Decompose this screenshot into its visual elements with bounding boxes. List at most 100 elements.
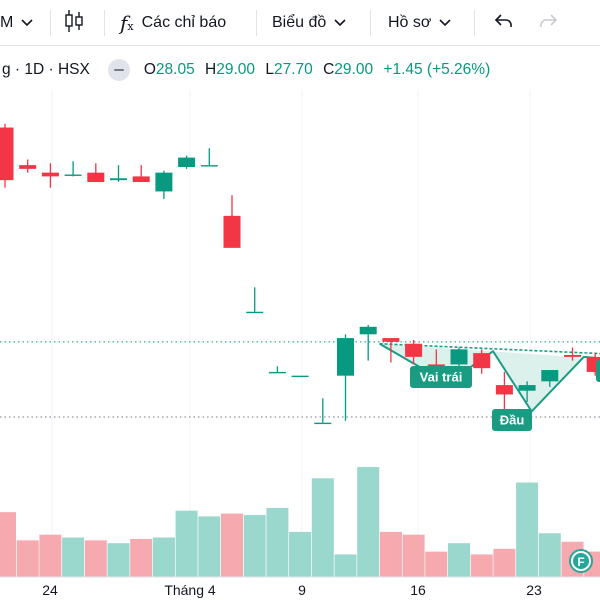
candle-body: [564, 355, 581, 357]
candle-body: [41, 172, 59, 177]
volume-bar: [425, 551, 448, 577]
volume-bar: [538, 533, 561, 577]
x-tick-label: Tháng 4: [164, 582, 216, 598]
candle-body: [223, 215, 241, 248]
candle: [268, 366, 286, 374]
volume-bar: [402, 534, 425, 577]
candle: [200, 148, 218, 167]
volume-bar: [84, 540, 107, 577]
candlesticks: [0, 123, 600, 425]
volume-bar: [379, 531, 402, 577]
candle-body: [0, 127, 14, 181]
candle-body: [473, 353, 491, 369]
candle: [291, 375, 309, 378]
profile-label: Hồ sơ: [388, 14, 432, 31]
indicators-button[interactable]: fx Các chỉ báo: [120, 0, 226, 46]
volume-bar: [107, 543, 130, 577]
redo-button[interactable]: [538, 0, 558, 46]
chevron-down-icon: [21, 14, 33, 32]
candle: [518, 381, 536, 402]
fundamentals-badge[interactable]: F: [569, 549, 593, 573]
left-shoulder-label-text: Vai trái: [420, 370, 463, 385]
indicators-label: Các chỉ báo: [141, 14, 227, 31]
candle-body: [178, 157, 196, 167]
candle: [246, 287, 264, 314]
candle-body: [87, 172, 105, 183]
x-tick-label: 23: [526, 582, 542, 598]
candle: [155, 170, 173, 199]
volume-bar: [62, 537, 85, 577]
left-shoulder-label-box: [410, 366, 472, 388]
low-value: 27.70: [273, 61, 313, 78]
x-axis: 24 Tháng 4 9 16 23: [0, 576, 600, 598]
candle-body: [110, 178, 127, 181]
undo-button[interactable]: [494, 0, 514, 46]
candle-body: [64, 174, 82, 176]
volume-bars: [0, 467, 600, 577]
candle-style-button[interactable]: [64, 0, 84, 46]
profile-dropdown[interactable]: Hồ sơ: [388, 0, 451, 46]
candle: [110, 165, 127, 183]
candle-body: [541, 370, 559, 382]
volume-bar: [0, 512, 16, 577]
open-key: O: [143, 61, 156, 78]
chevron-down-icon: [439, 14, 451, 32]
chevron-down-icon: [334, 14, 346, 32]
candle-body: [518, 385, 536, 391]
open-value: 28.05: [155, 61, 195, 78]
interval-dropdown[interactable]: M: [0, 0, 33, 46]
candle-body: [155, 172, 173, 192]
candle: [87, 163, 105, 183]
candle-body: [291, 375, 309, 378]
function-icon: fx: [120, 11, 134, 35]
volume-bar: [152, 537, 175, 577]
interval-label: M: [0, 14, 14, 31]
candlestick-icon: [64, 8, 84, 39]
volume-bar: [289, 531, 312, 577]
candle: [495, 371, 513, 412]
redo-icon: [538, 13, 558, 34]
candle: [405, 339, 423, 365]
candle: [19, 159, 37, 173]
candle: [541, 370, 559, 387]
volume-bar: [470, 554, 493, 577]
candle: [473, 349, 491, 374]
candle: [223, 195, 241, 248]
symbol-label[interactable]: g · 1D · HSX: [2, 61, 90, 78]
head-label-text: Đầu: [500, 413, 525, 428]
candle: [564, 347, 581, 361]
candle: [178, 155, 196, 169]
candle-body: [200, 165, 218, 167]
candle: [314, 398, 332, 425]
volume-bar: [243, 514, 266, 577]
x-tick-label: 24: [42, 582, 58, 598]
candle: [0, 123, 14, 188]
candle-body: [382, 338, 400, 342]
candle-body: [132, 176, 150, 183]
candle: [132, 165, 150, 183]
volume-bar: [357, 467, 380, 577]
close-key: C: [323, 61, 335, 78]
high-value: 29.00: [216, 61, 256, 78]
ohlc-values: O28.05 H29.00 L27.70 C29.00 +1.45 (+5.26…: [144, 61, 490, 79]
candle-body: [314, 422, 332, 425]
candle-body: [450, 349, 468, 365]
chart-grid: [0, 90, 600, 575]
hide-icon[interactable]: [107, 59, 130, 81]
x-tick-label: 16: [410, 582, 426, 598]
high-key: H: [205, 61, 217, 78]
volume-bar: [130, 538, 153, 577]
candle-body: [268, 371, 286, 374]
volume-bar: [39, 534, 62, 577]
chart-type-dropdown[interactable]: Biểu đồ: [272, 0, 346, 46]
x-tick-label: 9: [298, 582, 306, 598]
chart-type-label: Biểu đồ: [272, 14, 327, 31]
volume-bar: [16, 540, 39, 577]
volume-bar: [198, 516, 221, 577]
head-label: Đầu: [492, 409, 532, 431]
right-shoulder-label-box: [596, 360, 600, 382]
symbol-legend: g · 1D · HSX O28.05 H29.00 L27.70 C29.00…: [0, 56, 600, 84]
candle: [359, 324, 377, 361]
volume-bar: [493, 548, 516, 577]
